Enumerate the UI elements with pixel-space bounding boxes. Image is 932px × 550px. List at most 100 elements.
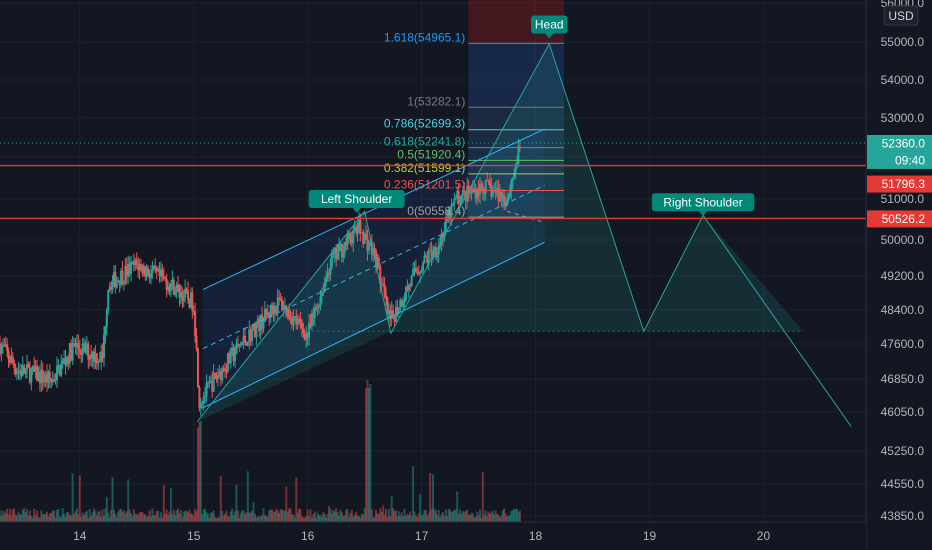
candle-body xyxy=(288,309,291,319)
volume-bar xyxy=(407,514,410,522)
volume-bar xyxy=(308,516,311,522)
candle-body xyxy=(218,371,221,377)
volume-bar xyxy=(396,516,399,522)
candle-body xyxy=(300,322,303,329)
volume-bar xyxy=(325,517,328,522)
volume-bar xyxy=(38,517,41,522)
candle-body xyxy=(169,283,172,292)
price-axis[interactable]: 56000.055000.054000.053000.052000.051000… xyxy=(881,0,925,523)
volume-bar xyxy=(24,512,27,522)
volume-bar xyxy=(75,508,78,522)
volume-bar xyxy=(168,511,171,522)
volume-bar xyxy=(60,516,63,522)
currency-badge[interactable]: USD xyxy=(883,5,919,26)
volume-bar xyxy=(328,506,331,522)
volume-bar xyxy=(206,513,209,522)
volume-bar xyxy=(402,516,405,522)
candle-body xyxy=(373,248,376,251)
volume-bar xyxy=(315,517,318,522)
candle-body xyxy=(191,292,194,312)
candle-body xyxy=(437,246,440,255)
candle-body xyxy=(510,181,513,192)
volume-bar xyxy=(64,516,67,522)
candle-body xyxy=(298,318,301,320)
volume-bar xyxy=(272,511,275,522)
price-tick-label: 43850.0 xyxy=(881,509,925,523)
candle-body xyxy=(11,356,14,364)
volume-bar xyxy=(253,513,256,522)
candle-body xyxy=(283,305,286,310)
candle-body xyxy=(212,373,215,392)
volume-bar xyxy=(172,509,175,522)
volume-bar xyxy=(144,514,147,522)
resistance-tag-box xyxy=(867,175,932,193)
volume-bar xyxy=(1,515,4,522)
volume-bar xyxy=(419,493,422,522)
candle-body xyxy=(65,357,68,365)
candle-body xyxy=(377,257,380,267)
volume-bar xyxy=(281,509,284,522)
candle-body xyxy=(16,372,19,375)
candle-body xyxy=(44,374,47,381)
volume-bar xyxy=(464,510,467,522)
candle-body xyxy=(135,259,138,265)
volume-bar xyxy=(483,514,486,522)
support-tag-box xyxy=(867,210,932,228)
volume-bar xyxy=(437,509,440,522)
volume-bar xyxy=(128,509,131,522)
candle-body xyxy=(101,351,104,358)
volume-bar xyxy=(293,517,296,522)
volume-bar xyxy=(73,513,76,522)
volume-bar xyxy=(231,508,234,522)
volume-bar xyxy=(191,513,194,522)
volume-bar xyxy=(33,508,36,522)
volume-bar xyxy=(347,516,350,522)
volume-bar xyxy=(417,513,420,522)
volume-bar xyxy=(93,508,96,522)
annotation-pointer xyxy=(699,211,708,217)
candle-body xyxy=(63,358,66,361)
volume-bar xyxy=(320,516,323,522)
candle-body xyxy=(383,284,386,295)
volume-bar xyxy=(352,516,355,522)
volume-bar xyxy=(353,514,356,522)
volume-bar xyxy=(36,510,39,522)
volume-bar xyxy=(124,513,127,522)
candle-body xyxy=(61,360,64,364)
volume-bar xyxy=(440,514,443,522)
volume-bar xyxy=(463,512,466,522)
candle-body xyxy=(335,248,338,259)
volume-bar xyxy=(165,509,168,522)
volume-bar xyxy=(503,508,506,522)
fib-zone-extension xyxy=(468,43,565,108)
price-tick-label: 49200.0 xyxy=(881,269,925,283)
volume-bar xyxy=(37,516,40,522)
candle-body xyxy=(38,371,41,384)
volume-bar xyxy=(312,514,315,522)
volume-bar xyxy=(192,516,195,522)
volume-bar xyxy=(212,510,215,522)
time-axis[interactable]: 14 15 16 17 18 19 20 xyxy=(73,529,770,543)
candle-body xyxy=(451,203,454,205)
volume-bar xyxy=(201,513,204,522)
volume-bar xyxy=(343,515,346,522)
volume-bar xyxy=(336,512,339,522)
candle-body xyxy=(514,164,517,173)
price-tick-label: 54000.0 xyxy=(881,73,925,87)
candle-body xyxy=(305,332,308,340)
volume-bar xyxy=(27,515,30,522)
candle-body xyxy=(271,305,274,311)
volume-bar xyxy=(367,387,370,522)
volume-bar xyxy=(473,517,476,522)
volume-bar xyxy=(85,511,88,522)
volume-bar xyxy=(384,509,387,522)
candle-body xyxy=(17,370,20,373)
volume-bar xyxy=(491,510,494,522)
volume-bar xyxy=(48,513,51,522)
volume-bar xyxy=(115,517,118,522)
volume-bar xyxy=(271,509,274,522)
volume-bar xyxy=(410,516,413,522)
volume-bar xyxy=(122,510,125,522)
volume-bar xyxy=(451,511,454,522)
